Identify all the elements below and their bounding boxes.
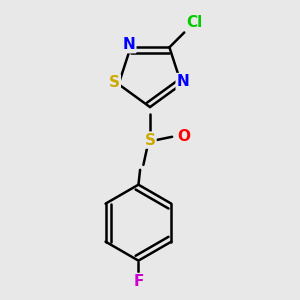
Text: F: F — [133, 274, 144, 289]
Text: S: S — [109, 75, 120, 90]
Text: O: O — [178, 129, 190, 144]
Text: N: N — [123, 37, 135, 52]
Text: S: S — [145, 133, 155, 148]
Text: Cl: Cl — [186, 15, 202, 30]
Text: N: N — [177, 74, 189, 89]
